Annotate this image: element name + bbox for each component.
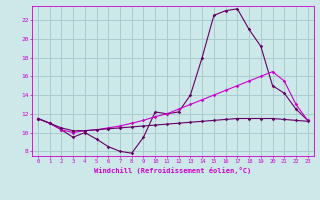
X-axis label: Windchill (Refroidissement éolien,°C): Windchill (Refroidissement éolien,°C) (94, 167, 252, 174)
